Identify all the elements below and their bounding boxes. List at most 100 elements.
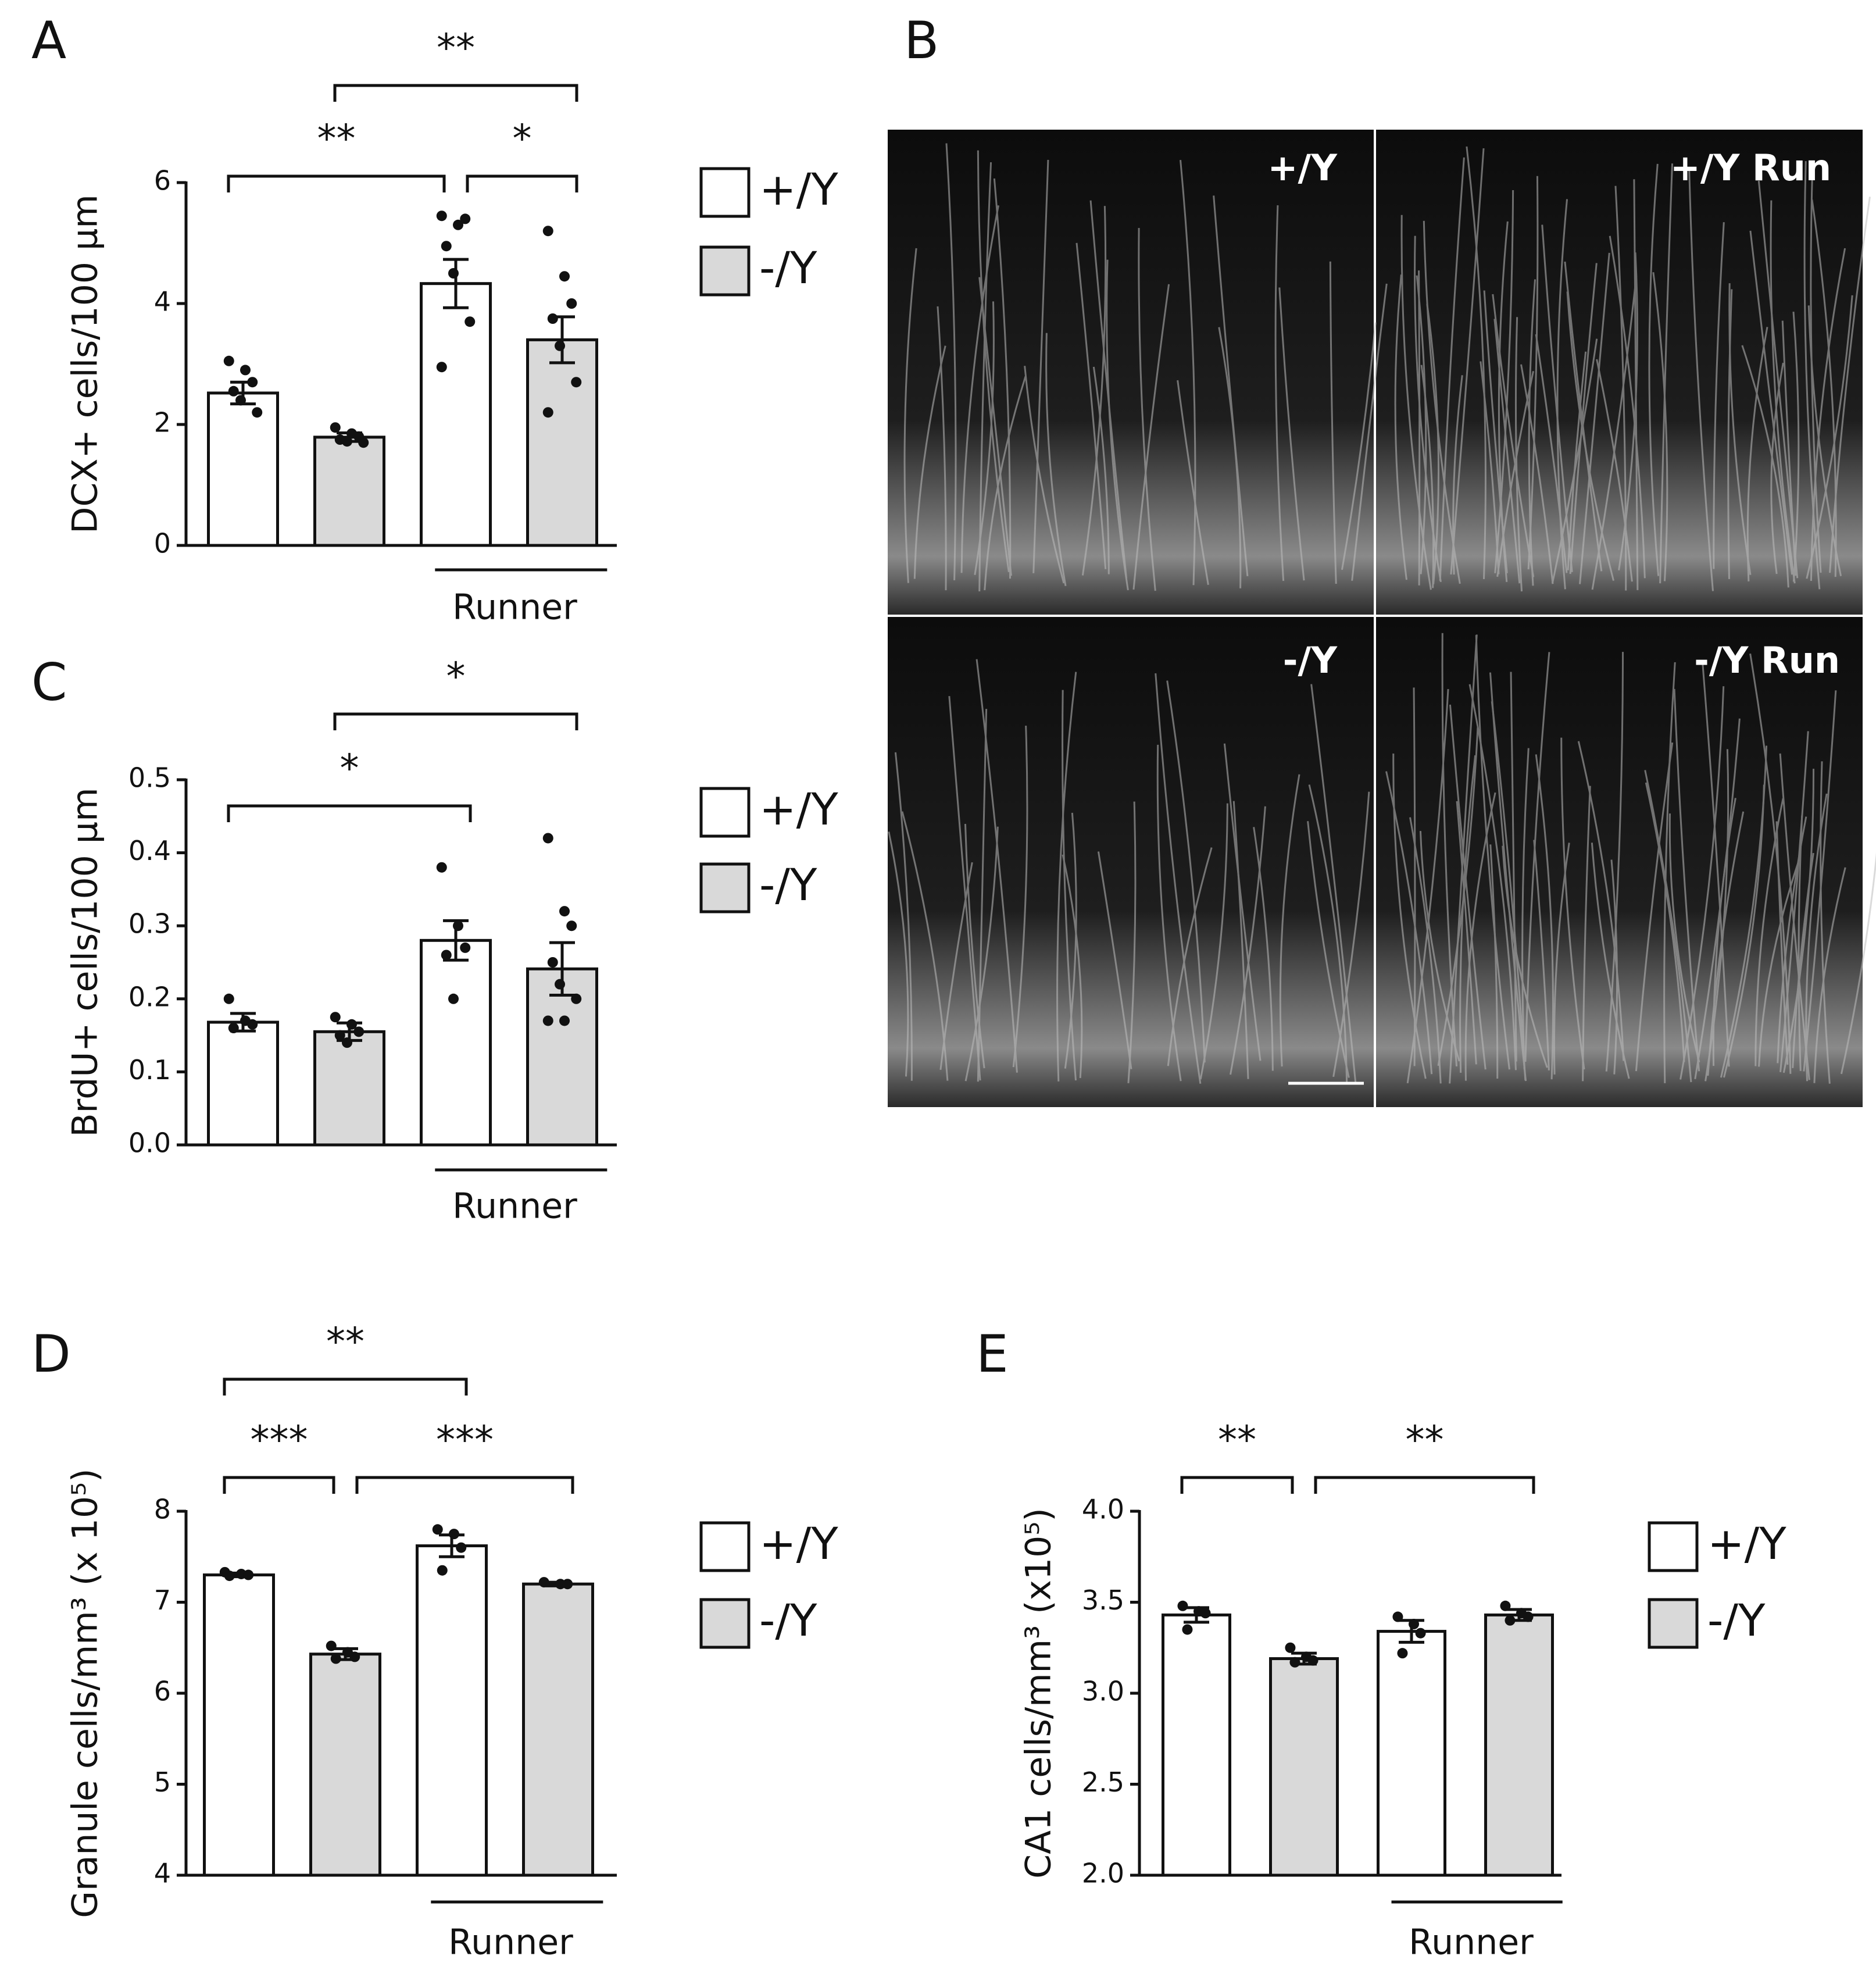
dendrite — [1426, 304, 1440, 584]
dendrite — [1803, 161, 1821, 590]
dendrite — [1668, 813, 1700, 1063]
data-point — [566, 920, 577, 932]
data-point — [547, 957, 558, 968]
group-label: Runner — [452, 1186, 577, 1227]
significance-label: * — [446, 654, 466, 699]
dendrite — [1441, 633, 1458, 1067]
dendrite — [894, 752, 913, 1081]
significance-label: ** — [317, 116, 356, 161]
data-point — [247, 1019, 258, 1030]
data-point — [441, 950, 452, 961]
data-point — [453, 219, 463, 230]
data-point — [432, 1524, 443, 1535]
significance-label: *** — [251, 1418, 308, 1462]
dendrite — [888, 831, 909, 1077]
y-tick-label: 4 — [154, 286, 171, 317]
dendrite — [1840, 852, 1876, 1075]
dendrite — [1514, 317, 1523, 592]
legend-swatch — [699, 1598, 751, 1649]
y-tick-label: 6 — [154, 1676, 171, 1707]
y-axis-label: CA1 cells/mm³ (x10⁵) — [1019, 1508, 1059, 1879]
dendrite — [1775, 821, 1789, 1065]
dendrite — [1702, 664, 1730, 1067]
significance-bracket — [223, 1377, 468, 1396]
dendrite — [1032, 159, 1049, 573]
dendrite — [1579, 252, 1610, 584]
data-point — [353, 1026, 365, 1037]
dendrite — [1705, 749, 1730, 1082]
y-axis-label: DCX+ cells/100 µm — [65, 194, 106, 533]
significance-label: ** — [437, 26, 475, 70]
significance-label: *** — [436, 1418, 494, 1462]
significance-bracket — [466, 174, 578, 192]
dendrite — [1521, 748, 1530, 1070]
dendrite — [1635, 742, 1674, 1072]
panel-label: D — [31, 1324, 71, 1384]
data-point — [224, 1571, 235, 1582]
data-point — [326, 1640, 337, 1651]
dendrite — [1232, 801, 1249, 1079]
data-point — [223, 355, 234, 366]
data-point — [1289, 1657, 1300, 1668]
dendrite — [1456, 801, 1477, 1065]
group-label: Runner — [452, 587, 577, 628]
bar — [526, 338, 598, 547]
dendrite — [1466, 146, 1486, 579]
dendrite — [1218, 327, 1242, 588]
dendrite — [978, 162, 992, 591]
dendrite — [1746, 327, 1768, 581]
dendrite — [1694, 718, 1741, 1079]
dendrite — [1582, 786, 1591, 1082]
legend-label: -/Y — [759, 1594, 817, 1646]
dendrite — [1253, 827, 1274, 1071]
dendrite — [1591, 843, 1630, 1079]
bar — [1377, 1630, 1446, 1877]
dendrite — [1633, 179, 1639, 590]
data-point — [453, 920, 463, 932]
dendrite — [1528, 279, 1536, 586]
data-point — [566, 298, 577, 309]
bar — [1162, 1613, 1231, 1877]
data-point — [456, 1542, 467, 1553]
data-point — [1392, 1611, 1403, 1622]
data-point — [1177, 1600, 1188, 1611]
dendrite — [1591, 276, 1638, 590]
data-point — [555, 340, 565, 351]
dendrite — [1493, 319, 1521, 584]
bar — [309, 1653, 381, 1877]
data-point — [436, 362, 447, 373]
panel-b: B +/Y +/Y Run -/Y -/Y Run — [888, 10, 1876, 1107]
dendrite — [1450, 148, 1485, 574]
dendrite — [1492, 294, 1535, 577]
y-tick-label: 5 — [154, 1766, 171, 1798]
dendrite — [1012, 726, 1028, 1068]
data-point — [555, 979, 565, 990]
dendrite — [964, 823, 985, 1069]
data-point — [342, 1037, 352, 1048]
bar-chart: C BrdU+ cells/100 µm 0.0 0.1 0.2 0.3 0.4 0.5 +/Y… — [31, 652, 838, 1227]
data-point — [235, 395, 246, 406]
data-point — [240, 365, 251, 376]
legend-label: +/Y — [759, 163, 838, 215]
dendrite — [1406, 688, 1449, 1084]
bar — [522, 1582, 594, 1877]
dendrite — [1551, 338, 1598, 584]
data-point — [1182, 1624, 1193, 1635]
dendrite — [1223, 743, 1262, 1061]
data-point — [441, 241, 452, 252]
dendrite — [1502, 845, 1548, 1068]
dendrite — [1663, 662, 1676, 1083]
micrograph — [888, 130, 1374, 615]
dendrite — [1278, 287, 1305, 581]
dendrite — [1180, 160, 1196, 586]
dendrite — [1782, 769, 1815, 1073]
legend-swatch — [699, 245, 751, 297]
dendrite — [1274, 205, 1285, 581]
y-tick-label: 0.5 — [128, 762, 171, 794]
dendrite — [1577, 741, 1625, 1061]
significance-bracket — [227, 174, 446, 192]
y-tick-label: 6 — [154, 165, 171, 197]
data-point — [334, 1030, 345, 1041]
dendrite — [984, 376, 1027, 591]
bar — [1484, 1613, 1554, 1877]
